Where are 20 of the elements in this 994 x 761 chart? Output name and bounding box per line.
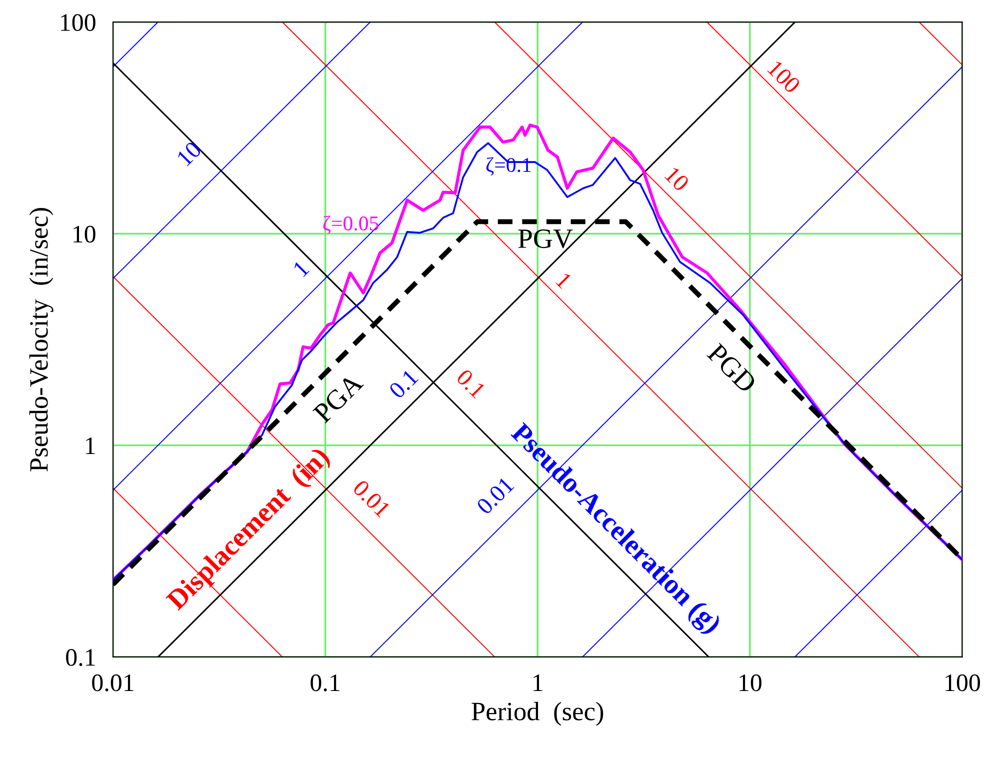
x-tick-label: 0.01 bbox=[92, 674, 134, 692]
annotation: 0.1 bbox=[388, 368, 419, 400]
annotation: 0.1 bbox=[456, 368, 486, 399]
y-tick-label: 10 bbox=[74, 226, 96, 243]
annotation: 0.01 bbox=[352, 479, 392, 518]
annotation: 1 bbox=[292, 260, 310, 278]
annotation: 100 bbox=[766, 60, 802, 94]
annotation: 10 bbox=[664, 166, 690, 192]
y-tick-label: 1 bbox=[86, 438, 95, 454]
annotation: PGA bbox=[312, 372, 364, 424]
x-tick-label: 0.1 bbox=[310, 674, 340, 692]
y-tick-label: 100 bbox=[61, 14, 96, 31]
x-tick-label: 100 bbox=[946, 674, 980, 692]
annotation: 1 bbox=[556, 272, 572, 289]
y-tick-label: 0.1 bbox=[66, 649, 95, 666]
x-axis-title: Period (sec) bbox=[472, 702, 604, 726]
y-axis-title: Pseudo-Velocity (in/sec) bbox=[29, 208, 54, 472]
x-tick-label: 10 bbox=[740, 674, 762, 692]
x-tick-label: 1 bbox=[534, 674, 542, 691]
annotation: 10 bbox=[176, 140, 202, 166]
